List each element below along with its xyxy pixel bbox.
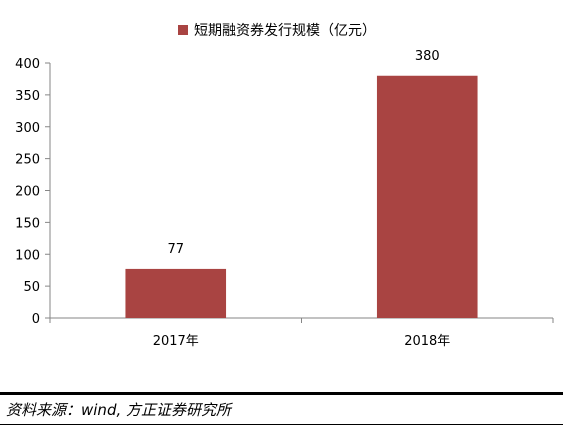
legend-label: 短期融资券发行规模（亿元） [194, 23, 376, 39]
legend-swatch [178, 25, 188, 35]
y-axis: 0 50 100 150 200 250 300 350 400 [15, 57, 51, 327]
y-tick-label: 200 [15, 185, 40, 200]
y-tick-label: 300 [15, 121, 40, 136]
data-label: 380 [415, 49, 440, 64]
y-tick-label: 0 [32, 312, 40, 327]
x-tick-label: 2018年 [404, 334, 450, 349]
data-label: 77 [167, 242, 184, 257]
x-tick-label: 2017年 [153, 334, 199, 349]
source-note: 资料来源：wind, 方正证券研究所 [6, 401, 232, 419]
bars: 77 380 [125, 49, 478, 318]
x-axis: 2017年 2018年 [49, 317, 554, 349]
bottom-rule [0, 424, 563, 425]
y-tick-label: 150 [15, 216, 40, 231]
bar-0 [125, 268, 227, 318]
y-tick-label: 250 [15, 153, 40, 168]
y-tick-label: 50 [23, 280, 40, 295]
source-divider [0, 392, 563, 395]
bar-1 [376, 75, 478, 318]
y-tick-label: 350 [15, 89, 40, 104]
bar-chart: 短期融资券发行规模（亿元） 0 50 100 150 200 250 300 350 400 2… [15, 23, 554, 349]
y-tick-label: 400 [15, 57, 40, 72]
y-tick-label: 100 [15, 248, 40, 263]
legend: 短期融资券发行规模（亿元） [178, 23, 376, 39]
